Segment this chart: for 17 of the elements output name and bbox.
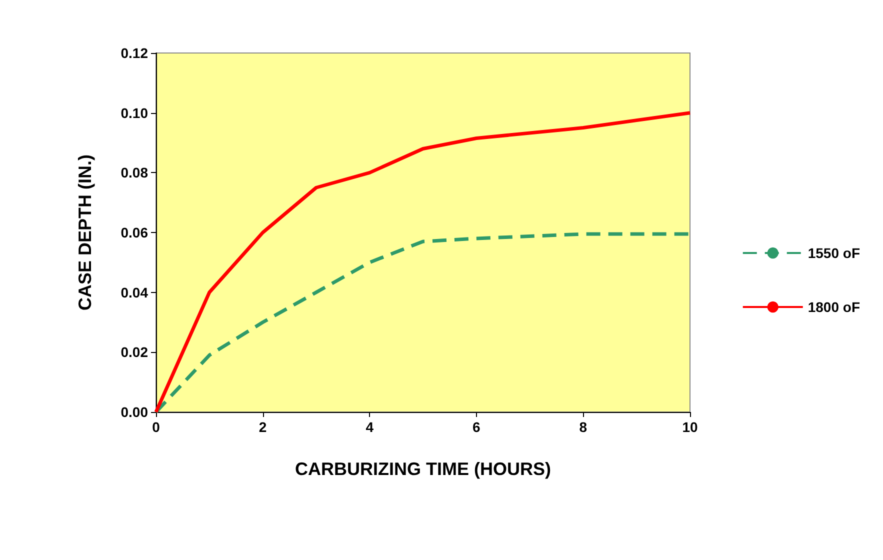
y-tick-label: 0.04	[120, 284, 148, 300]
y-tick-label: 0.12	[120, 45, 148, 61]
legend-label: 1550 oF	[808, 245, 860, 261]
y-tick-label: 0.02	[120, 344, 148, 360]
x-tick-label: 0	[152, 419, 160, 435]
legend-label: 1800 oF	[808, 299, 860, 315]
x-tick-label: 10	[682, 419, 698, 435]
y-tick-label: 0.10	[120, 104, 148, 121]
x-tick-label: 8	[579, 419, 588, 435]
y-tick-label: 0.00	[120, 404, 148, 420]
y-tick-label: 0.06	[120, 224, 148, 240]
y-tick-label: 0.08	[120, 164, 148, 181]
y-axis-title: CASE DEPTH (IN.)	[75, 154, 95, 311]
x-tick-label: 4	[366, 419, 374, 435]
x-axis-title: CARBURIZING TIME (HOURS)	[295, 459, 551, 479]
x-tick-label: 6	[472, 419, 480, 435]
x-tick-label: 2	[258, 419, 267, 435]
